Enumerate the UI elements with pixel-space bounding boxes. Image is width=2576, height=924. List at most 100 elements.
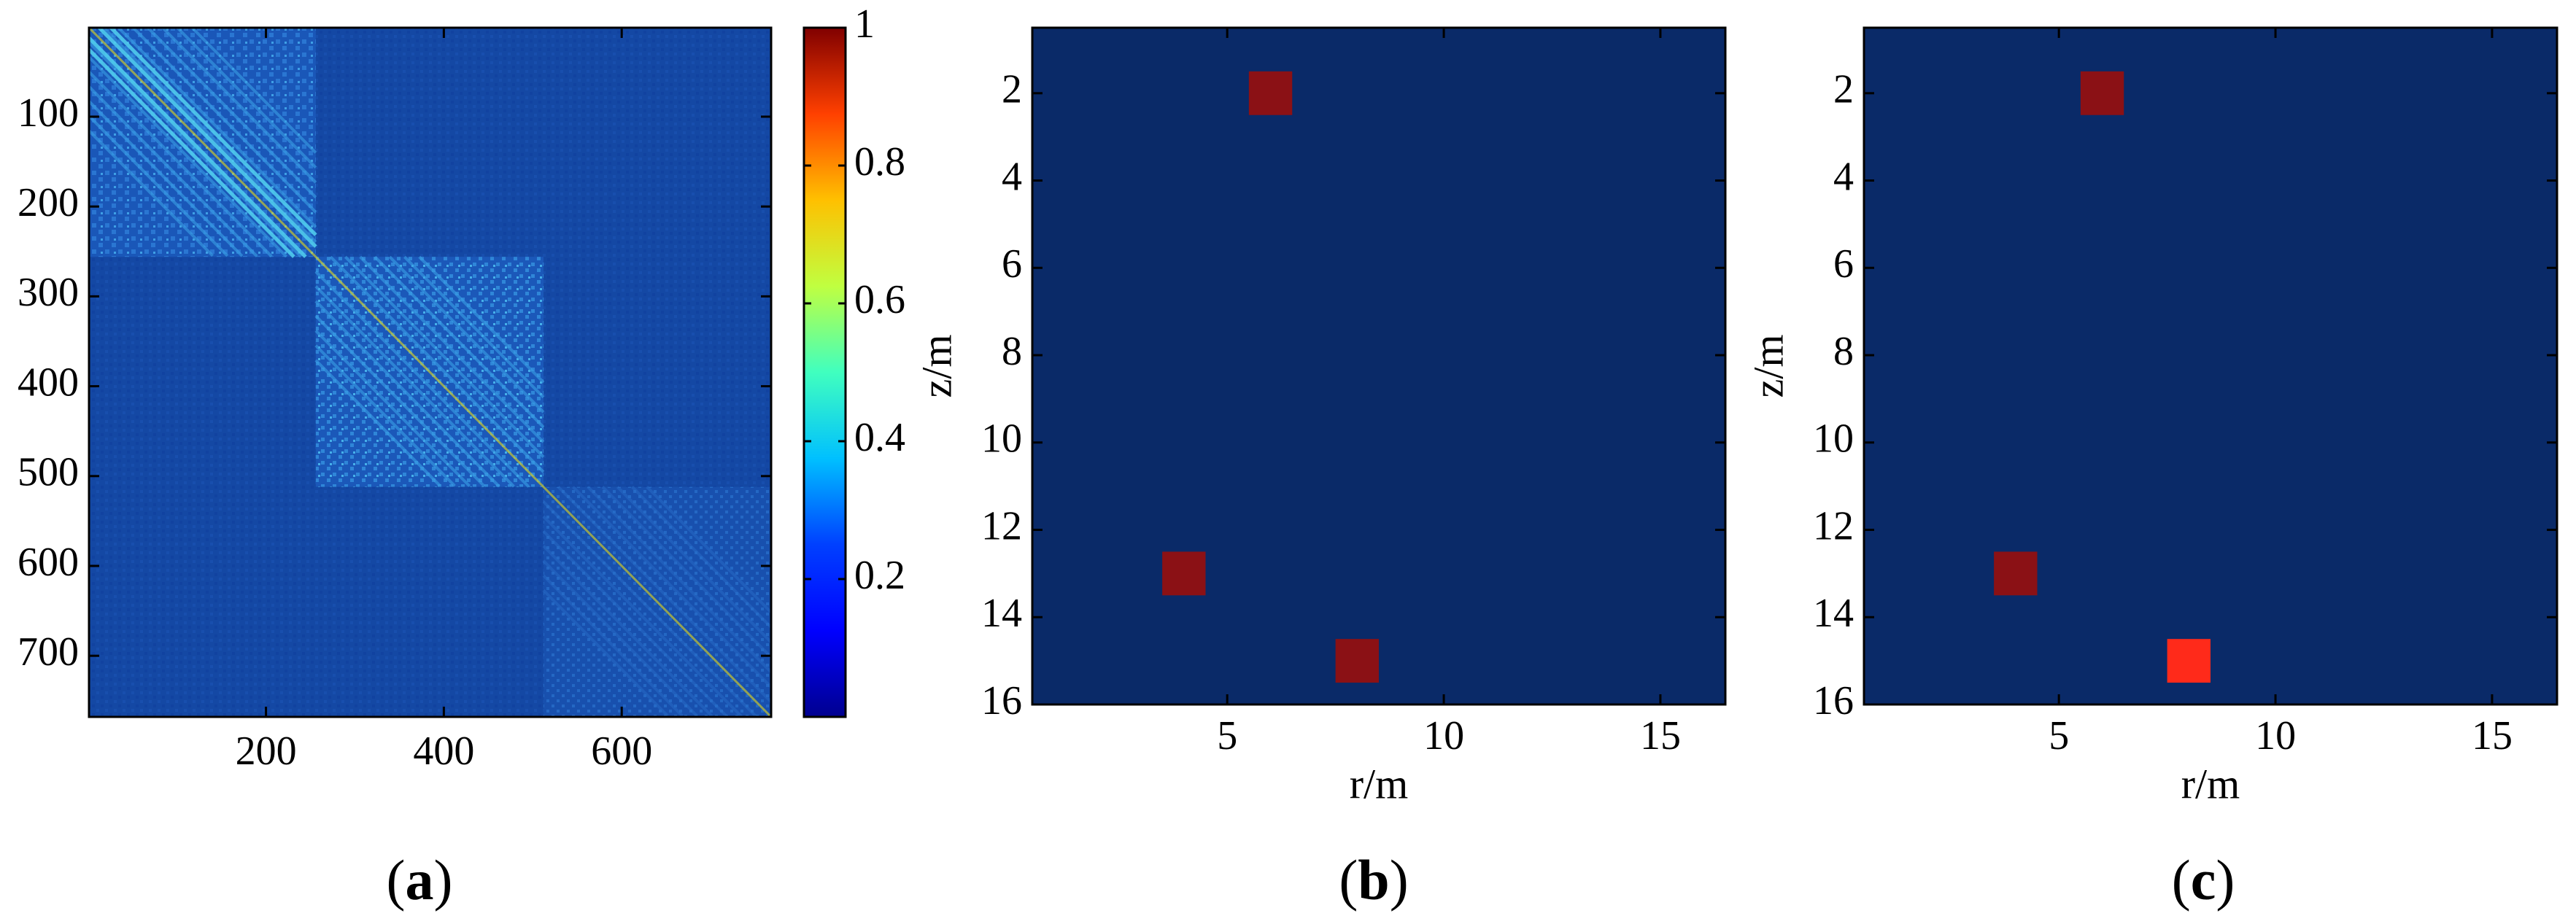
heatmap-stripe: [88, 114, 229, 257]
x-tick-label: 5: [1217, 713, 1237, 758]
heatmap-stripe: [314, 285, 515, 488]
y-tick-label: 600: [18, 540, 79, 585]
heatmap-stripe: [542, 559, 699, 718]
colorbar-tick-label: 0.6: [854, 277, 905, 322]
heatmap-stripe: [117, 26, 317, 228]
y-tick-label: 12: [1813, 503, 1854, 548]
x-tick-label: 400: [413, 729, 474, 774]
heatmap-stripe: [88, 100, 244, 257]
x-tick-label: 10: [2255, 713, 2296, 758]
x-tick-label: 10: [1423, 713, 1464, 758]
y-tick-label: 4: [1833, 154, 1854, 199]
heatmap-stripe: [314, 300, 500, 488]
heatmap-stripe: [557, 486, 773, 703]
heatmap-background: [1032, 28, 1725, 704]
heatmap-cell: [1994, 551, 2038, 596]
x-tick-label: 600: [591, 729, 652, 774]
y-tick-label: 6: [1002, 241, 1022, 287]
y-tick-label: 100: [18, 90, 79, 136]
panel-a: 200 400 600 100 200 300 400 500 600 700 0.2 0.4 0.6 0…: [18, 1, 905, 912]
heatmap-stripe: [374, 255, 545, 429]
heatmap-stripe: [344, 255, 545, 459]
colorbar-tick-label: 0.8: [854, 139, 905, 185]
heatmap-stripe: [161, 26, 317, 184]
y-tick-label: 10: [981, 416, 1022, 462]
heatmap-stripe: [542, 589, 669, 717]
heatmap-stripe: [587, 486, 773, 673]
panel-label-c: (c): [2172, 848, 2235, 912]
x-tick-label: 5: [2049, 713, 2069, 758]
heatmap-stripe: [88, 41, 303, 258]
y-tick-label: 4: [1002, 154, 1022, 199]
y-tick-label: 12: [981, 503, 1022, 548]
colorbar-tick-label: 1: [854, 1, 875, 47]
heatmap-stripe: [403, 255, 545, 399]
y-tick-label: 2: [1833, 67, 1854, 112]
heatmap-stripe: [88, 85, 258, 257]
plot-frame: [88, 26, 773, 718]
y-tick-label: 6: [1833, 241, 1854, 287]
heatmap-stripe: [88, 55, 287, 258]
heatmap-stripe: [542, 545, 713, 718]
heatmap-diagonal: [88, 26, 773, 718]
y-tick-label: 8: [1833, 329, 1854, 374]
x-axis-label: r/m: [1350, 760, 1409, 807]
heatmap-subdiagonal: [109, 26, 317, 236]
panel-label-a: (a): [387, 848, 453, 912]
y-tick-label: 300: [18, 270, 79, 315]
y-tick-label: 2: [1002, 67, 1022, 112]
heatmap-stripe: [601, 486, 773, 659]
x-tick-label: 15: [2472, 713, 2513, 758]
y-tick-label: 14: [981, 591, 1022, 636]
heatmap-stripe: [542, 500, 758, 718]
heatmap-stripe: [314, 330, 471, 487]
heatmap-stripe: [132, 26, 317, 214]
y-tick-label: 16: [981, 678, 1022, 723]
heatmap-stripe: [542, 529, 728, 718]
heatmap-subdiagonal: [88, 36, 307, 258]
heatmap-stripe: [616, 486, 773, 644]
x-tick-label: 200: [236, 729, 297, 774]
panel-b: 5 10 15 2 4 6 8 10 12 14 16 r/m z/m (b): [913, 26, 1727, 912]
y-axis-label: z/m: [913, 335, 960, 398]
plot-frame: [1863, 26, 2558, 706]
heatmap-stripe: [572, 486, 773, 688]
y-tick-label: 400: [18, 360, 79, 405]
colorbar-tick-label: 0.2: [854, 553, 905, 598]
y-tick-label: 500: [18, 450, 79, 495]
heatmap-stripe: [388, 255, 545, 414]
heatmap-stripe: [314, 359, 441, 487]
heatmap-cell: [1335, 639, 1379, 683]
colorbar-tick-label: 0.4: [854, 415, 905, 460]
heatmap-stripe: [646, 486, 773, 614]
heatmap-stripe: [314, 344, 456, 487]
y-tick-label: 14: [1813, 591, 1854, 636]
panel-label-b: (b): [1339, 848, 1408, 912]
y-tick-label: 10: [1813, 416, 1854, 462]
heatmap-cell: [1162, 551, 1206, 596]
heatmap-stripe: [542, 574, 684, 718]
y-tick-label: 700: [18, 629, 79, 675]
heatmap-stripe: [329, 255, 545, 473]
heatmap-cell: [1248, 71, 1293, 115]
y-axis-label: z/m: [1744, 335, 1792, 398]
heatmap-stripe: [359, 255, 545, 443]
heatmap-stripe: [314, 271, 530, 488]
heatmap-background: [1864, 28, 2557, 704]
heatmap-cell: [2080, 71, 2124, 115]
x-axis-label: r/m: [2181, 760, 2240, 807]
heatmap-stripe: [190, 26, 317, 154]
heatmap-subdiagonal: [88, 48, 295, 258]
y-tick-label: 16: [1813, 678, 1854, 723]
heatmap-stripe: [102, 26, 317, 244]
y-tick-label: 200: [18, 180, 79, 225]
heatmap-stripe: [88, 71, 273, 257]
heatmap-stripe: [176, 26, 317, 169]
heatmap-stripe: [631, 486, 773, 629]
heatmap-stripe: [314, 314, 486, 488]
y-tick-label: 8: [1002, 329, 1022, 374]
heatmap-cell: [2167, 639, 2211, 683]
colorbar: [802, 26, 847, 718]
